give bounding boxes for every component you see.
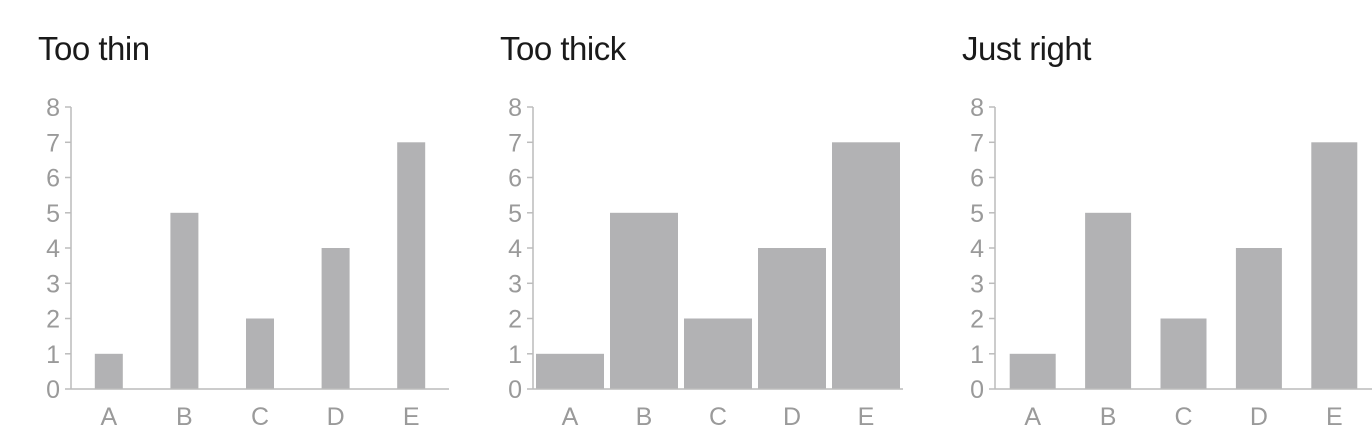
chart-panel-too-thin: Too thin A B C D E 0 1 2 3 4 5 6 7 8	[0, 0, 460, 444]
x-tick-label: A	[100, 403, 117, 431]
bar-e	[1311, 142, 1358, 390]
bar-d	[321, 248, 350, 389]
y-tick-label: 3	[46, 270, 60, 298]
x-tick-label: B	[176, 403, 193, 431]
y-tick-label: 5	[508, 200, 522, 228]
chart-panel-just-right: Just right A B C D E 0 1 2 3 4 5 6 7 8	[924, 0, 1372, 444]
x-tick-label: E	[1326, 403, 1343, 431]
bar-c	[246, 318, 274, 389]
x-tick-label: B	[1100, 403, 1117, 431]
chart-panel-too-thick: Too thick A B C D E 0 1 2 3 4 5 6 7 8	[462, 0, 912, 444]
bar-e	[397, 142, 426, 390]
y-tick-label: 7	[970, 129, 984, 157]
y-tick-label: 2	[508, 306, 522, 334]
x-tick-label: C	[1174, 403, 1192, 431]
chart-svg-too-thick: A B C D E 0 1 2 3 4 5 6 7 8	[508, 94, 903, 431]
x-tick-label: C	[251, 403, 269, 431]
x-tick-label: A	[1024, 403, 1041, 431]
bar-a	[1009, 353, 1056, 390]
y-tick-label: 5	[46, 200, 60, 228]
y-tick-label: 7	[46, 129, 60, 157]
y-tick-label: 8	[508, 94, 522, 122]
x-tick-label: C	[709, 403, 727, 431]
x-tick-label: A	[562, 403, 579, 431]
bar-c	[684, 318, 752, 389]
x-tick-label: D	[783, 403, 801, 431]
y-tick-label: 6	[970, 165, 984, 193]
y-tick-label: 6	[508, 165, 522, 193]
y-tick-label: 3	[508, 270, 522, 298]
y-tick-label: 0	[970, 376, 984, 404]
bar-b	[610, 212, 678, 390]
chart-title: Too thin	[38, 30, 150, 67]
x-tick-label: E	[403, 403, 420, 431]
y-tick-label: 0	[46, 376, 60, 404]
y-tick-label: 1	[970, 341, 984, 369]
y-tick-label: 2	[46, 306, 60, 334]
y-tick-label: 0	[508, 376, 522, 404]
bar-b	[170, 212, 199, 390]
y-tick-label: 6	[46, 165, 60, 193]
chart-svg-too-thin: A B C D E 0 1 2 3 4 5 6 7 8	[46, 94, 449, 431]
y-tick-label: 1	[508, 341, 522, 369]
x-tick-label: E	[858, 403, 875, 431]
y-tick-label: 7	[508, 129, 522, 157]
y-tick-label: 8	[970, 94, 984, 122]
x-tick-label: D	[327, 403, 345, 431]
x-tick-label: D	[1250, 403, 1268, 431]
bar-d	[758, 248, 826, 389]
chart-title: Too thick	[500, 30, 626, 67]
bar-a	[536, 353, 604, 390]
y-tick-label: 4	[970, 235, 984, 263]
y-tick-label: 3	[970, 270, 984, 298]
bar-a	[94, 353, 123, 390]
bar-e	[832, 142, 900, 390]
y-tick-label: 4	[508, 235, 522, 263]
chart-svg-just-right: A B C D E 0 1 2 3 4 5 6 7 8	[970, 94, 1372, 431]
y-tick-label: 5	[970, 200, 984, 228]
bar-b	[1085, 212, 1132, 390]
bar-c	[1160, 318, 1207, 389]
y-tick-label: 8	[46, 94, 60, 122]
y-tick-label: 1	[46, 341, 60, 369]
chart-title: Just right	[962, 30, 1091, 67]
y-tick-label: 2	[970, 306, 984, 334]
y-tick-label: 4	[46, 235, 60, 263]
bar-d	[1235, 248, 1282, 389]
x-tick-label: B	[636, 403, 653, 431]
